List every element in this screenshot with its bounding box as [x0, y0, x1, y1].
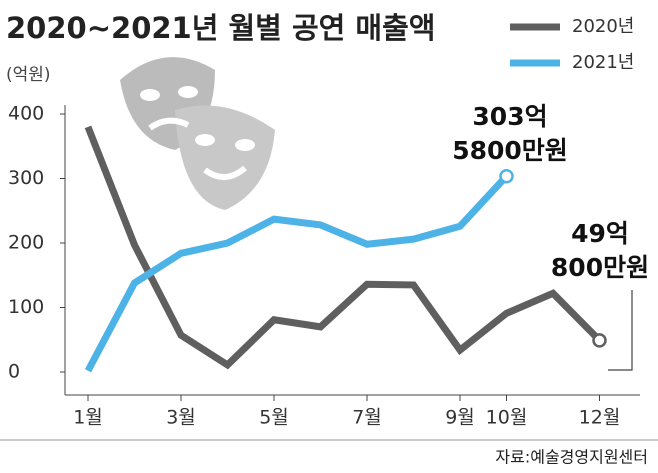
x-tick-label: 5월 — [259, 407, 289, 429]
value-annotation: 49억 800만원 — [551, 219, 649, 282]
x-tick-label: 1월 — [73, 407, 103, 429]
x-tick-label: 9월 — [445, 407, 475, 429]
y-tick-label: 100 — [8, 296, 44, 318]
end-marker — [592, 333, 607, 348]
annotation-leader — [608, 290, 633, 371]
legend-label: 2021년 — [572, 52, 634, 73]
theater-masks-icon — [120, 57, 275, 210]
series-line — [84, 125, 602, 370]
x-tick-label: 3월 — [166, 407, 196, 429]
y-axis-label: (억원) — [6, 65, 51, 85]
source: 자료:예술경영지원센터 — [495, 448, 648, 467]
x-tick-label: 12월 — [579, 407, 621, 429]
y-tick-label: 200 — [8, 232, 44, 254]
y-tick-label: 400 — [8, 103, 44, 125]
y-tick-label: 300 — [8, 167, 44, 189]
value-annotation: 303억 5800만원 — [452, 102, 568, 165]
chart-title: 2020~2021년 월별 공연 매출액 — [6, 11, 435, 45]
y-tick-label: 0 — [8, 361, 20, 383]
end-marker — [499, 168, 514, 184]
legend-label: 2020년 — [572, 16, 634, 37]
x-tick-label: 7월 — [352, 407, 382, 429]
x-tick-label: 10월 — [486, 407, 528, 429]
series-line — [84, 173, 510, 373]
